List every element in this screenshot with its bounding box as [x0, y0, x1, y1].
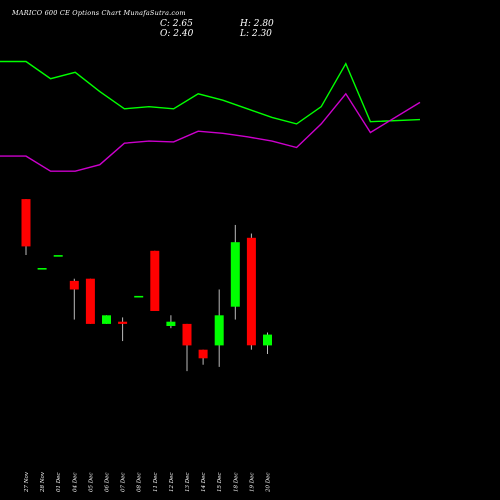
candle-body: [182, 323, 192, 346]
candle: [214, 289, 224, 367]
bands-layer: [0, 60, 421, 172]
candle-body: [230, 242, 240, 307]
x-tick-label: 05 Dec: [88, 473, 94, 493]
x-tick-label: 04 Dec: [72, 473, 78, 493]
x-tick-label: 06 Dec: [105, 473, 111, 493]
candle: [134, 295, 144, 298]
x-tick-label: 08 Dec: [137, 473, 143, 493]
candle: [102, 315, 111, 324]
x-tick-label: 18 Dec: [233, 473, 239, 493]
x-tick-label: 14 Dec: [201, 473, 207, 493]
x-tick-label: 20 Dec: [266, 473, 272, 494]
candle-body: [102, 315, 111, 324]
lower-band-line: [0, 92, 421, 172]
candle: [263, 332, 272, 354]
candle-body: [166, 321, 176, 326]
candle: [69, 278, 79, 320]
candle: [166, 315, 176, 329]
candle: [85, 278, 95, 324]
upper-band-line: [0, 60, 421, 125]
candle-body: [134, 295, 144, 298]
x-axis-labels: 27 Nov 28 Nov 01 Dec 04 Dec 05 Dec 06 Dec 07 D…: [24, 471, 272, 493]
x-tick-label: 19 Dec: [249, 473, 255, 493]
x-tick-label: 15 Dec: [217, 473, 223, 493]
candle: [21, 199, 31, 256]
close-label: C: 2.65: [160, 19, 193, 29]
candle-body: [246, 237, 256, 346]
x-tick-label: 13 Dec: [185, 473, 191, 493]
candle-body: [21, 199, 31, 247]
candle: [118, 317, 128, 342]
candle: [182, 323, 192, 372]
x-tick-label: 01 Dec: [56, 473, 62, 493]
candle: [230, 224, 240, 320]
candle: [246, 233, 256, 350]
candle-body: [198, 349, 208, 359]
x-tick-label: 07 Dec: [121, 473, 127, 493]
low-label: L: 2.30: [240, 29, 272, 39]
candle-body: [214, 315, 224, 346]
chart-title: MARICO 600 CE Options Chart MunafaSutra.…: [12, 9, 186, 17]
x-tick-label: 27 Nov: [24, 471, 30, 493]
candle-body: [85, 278, 95, 324]
x-tick-label: 28 Nov: [40, 471, 46, 493]
candle-body: [263, 334, 272, 346]
candles-layer: [21, 199, 272, 372]
candle-body: [69, 280, 79, 290]
candle-body: [53, 255, 63, 257]
candle-body: [150, 250, 160, 311]
candle-body: [118, 321, 128, 324]
x-tick-label: 11 Dec: [153, 473, 159, 493]
x-tick-label: 12 Dec: [169, 473, 175, 493]
candle: [150, 250, 160, 311]
candle-body: [37, 268, 47, 270]
candle: [37, 268, 47, 270]
candle: [198, 349, 208, 365]
high-label: H: 2.80: [240, 19, 274, 29]
open-label: O: 2.40: [160, 29, 194, 39]
candle: [53, 255, 63, 257]
